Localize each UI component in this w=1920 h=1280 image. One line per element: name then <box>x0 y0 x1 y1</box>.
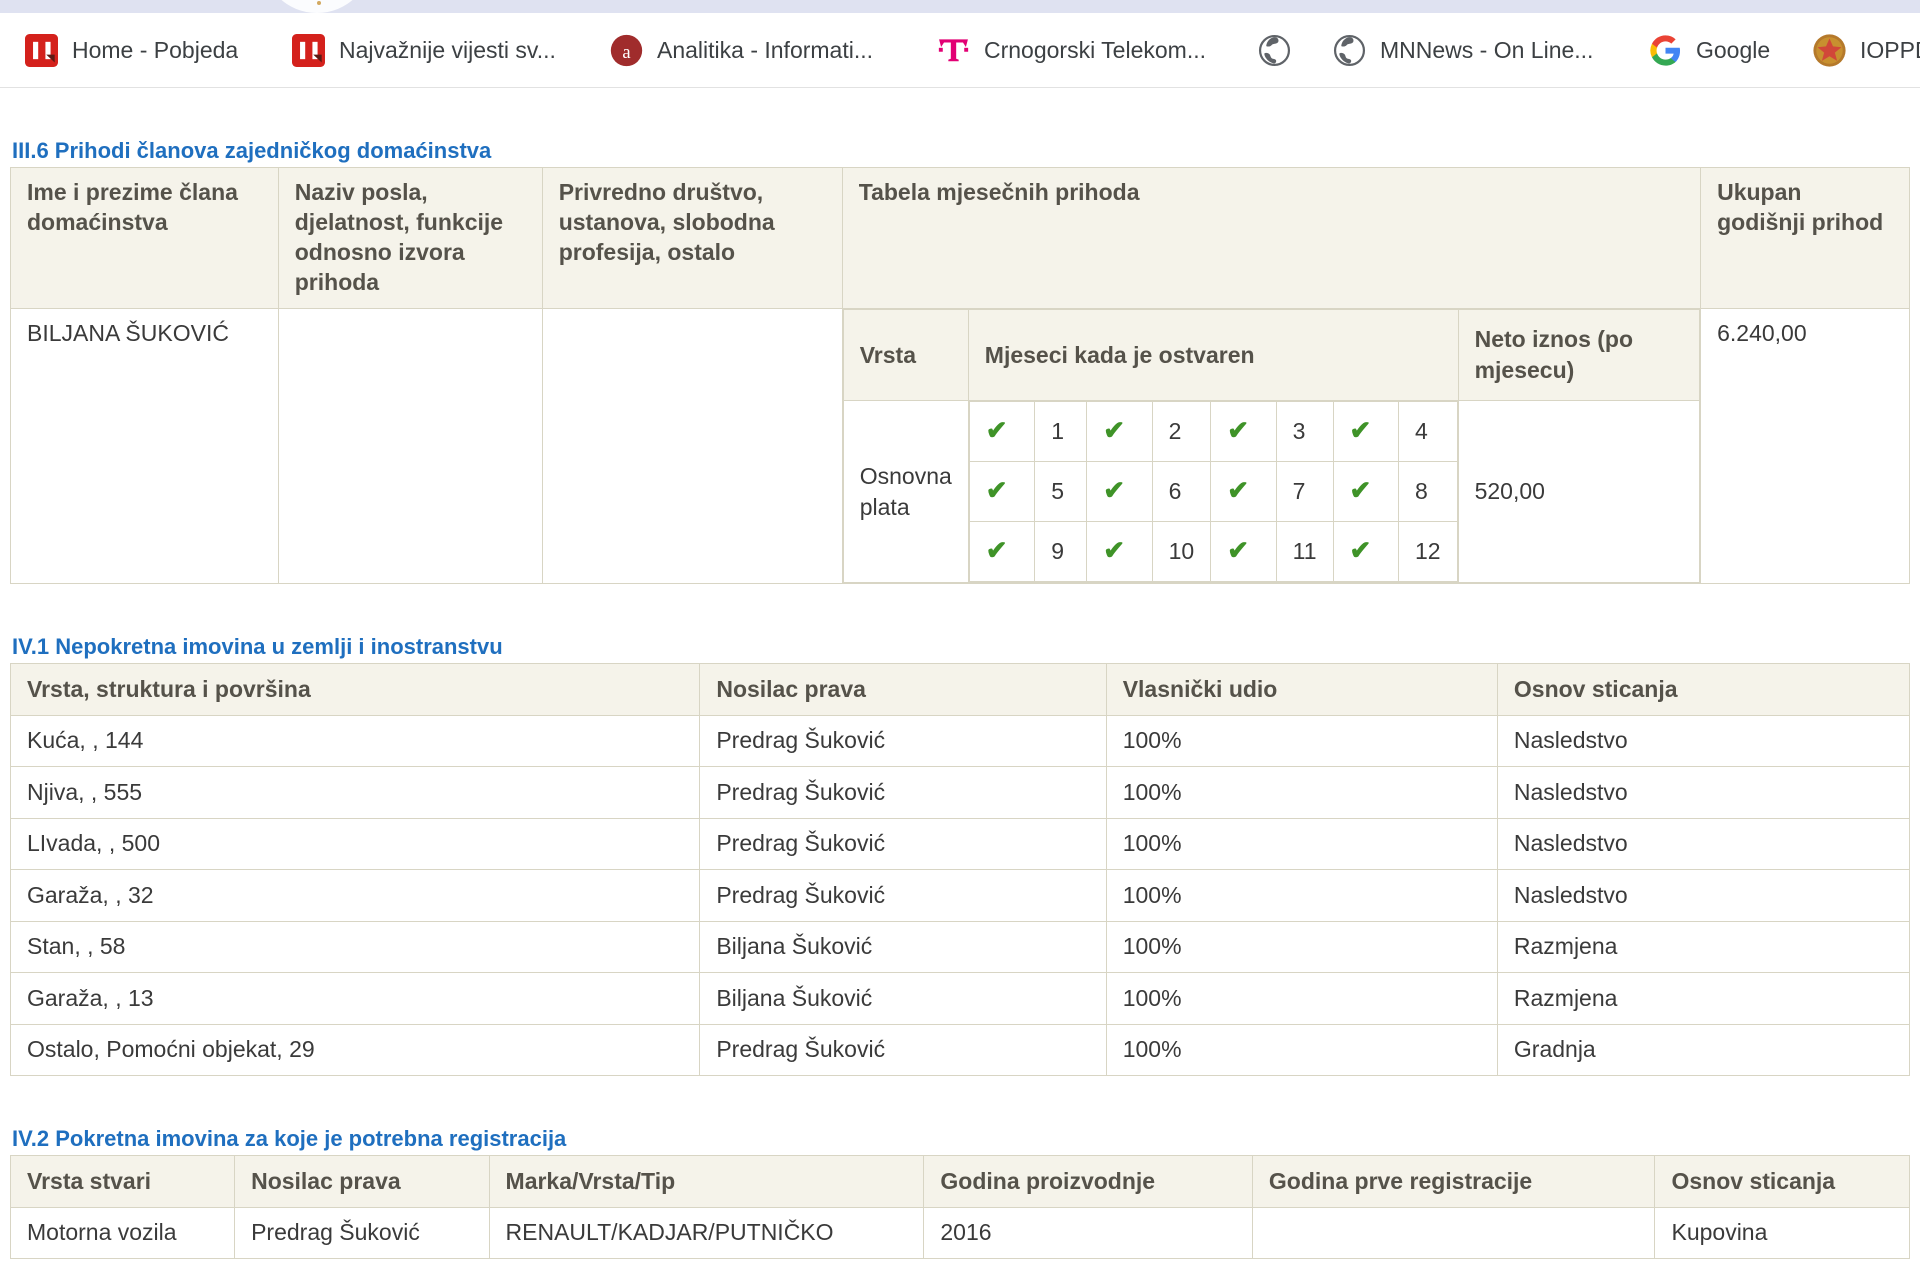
svg-text:a: a <box>622 42 630 63</box>
